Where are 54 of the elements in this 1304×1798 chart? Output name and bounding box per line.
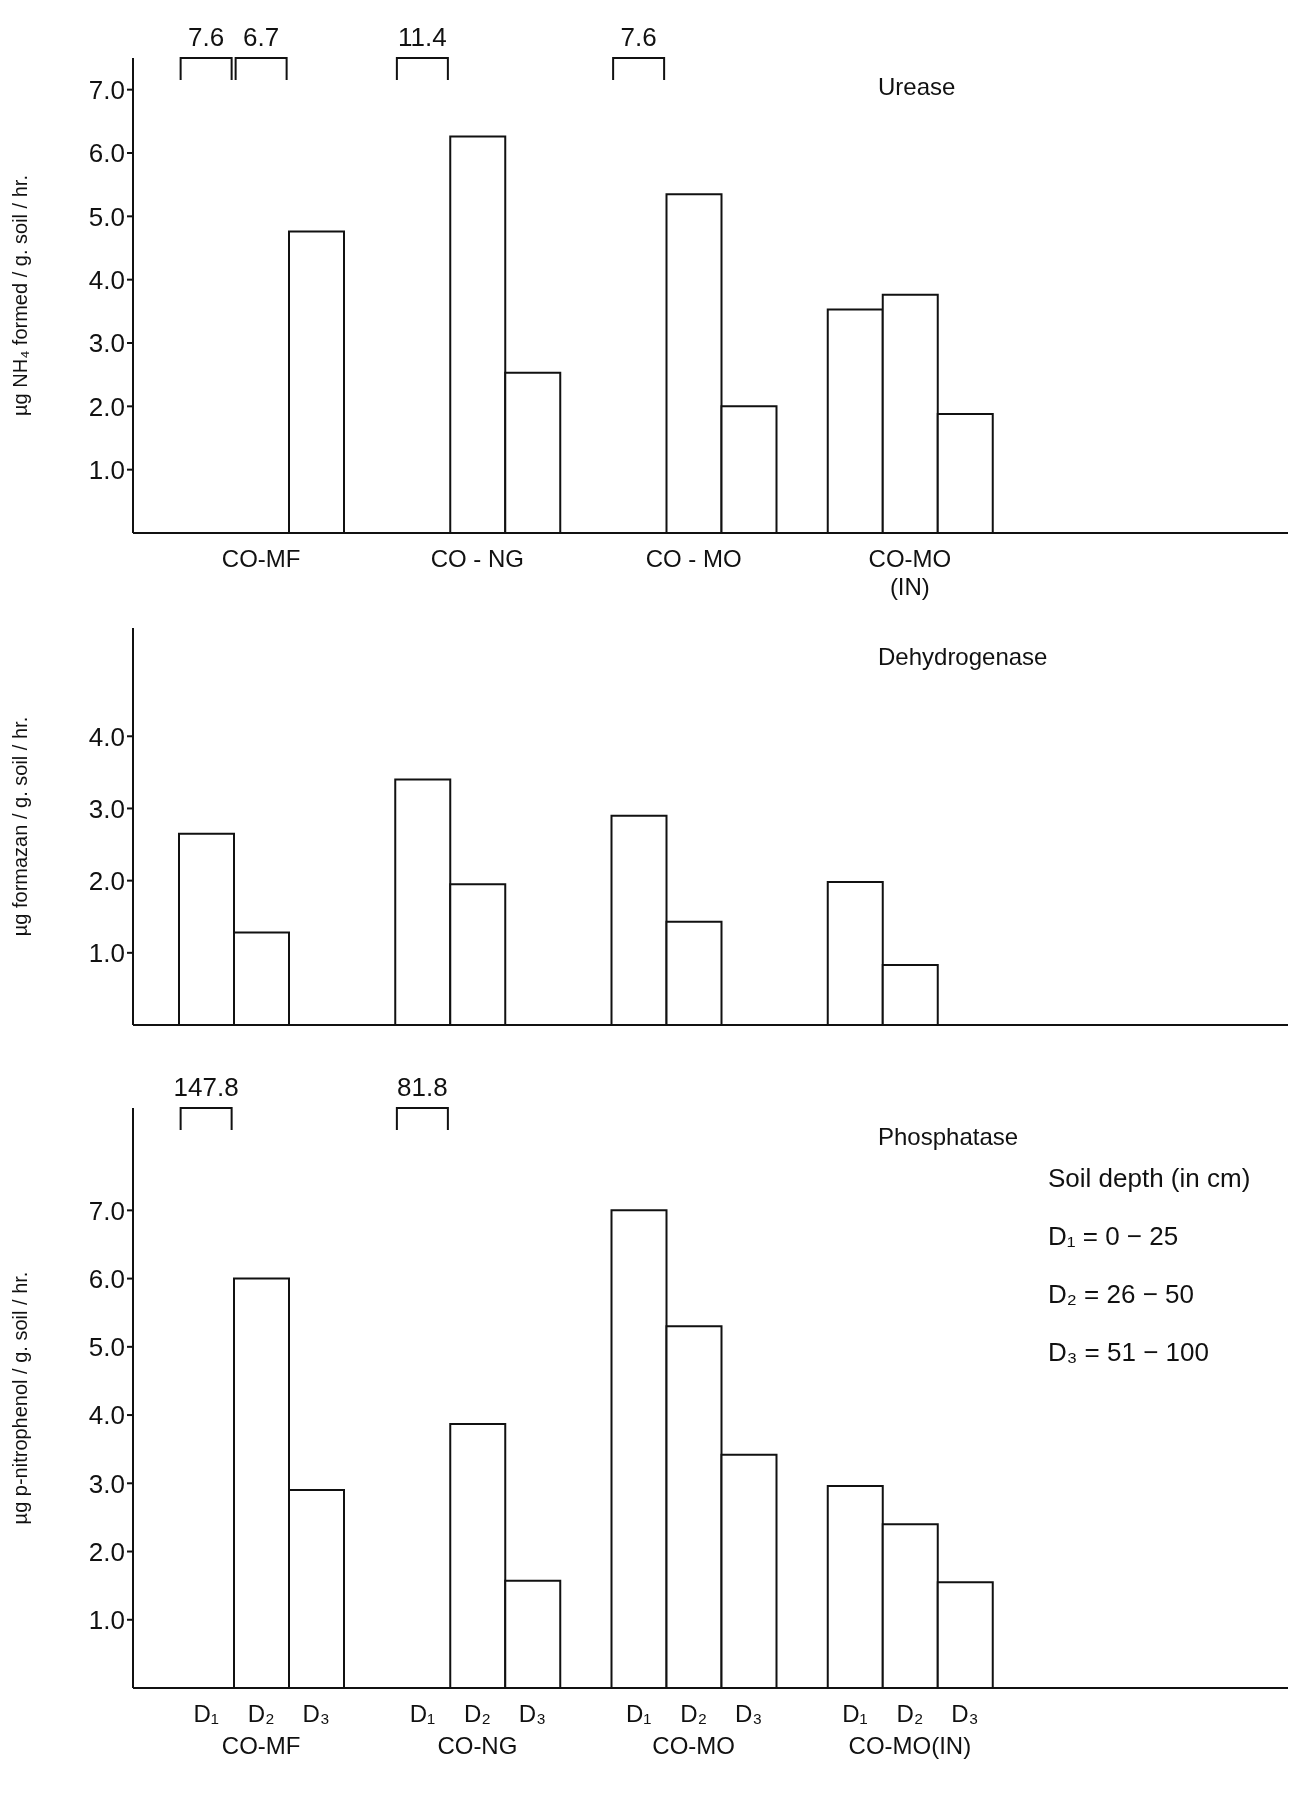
text: 81.8 [397,1072,448,1102]
text: D₃ [735,1700,763,1727]
series-label: D₁ [625,1700,652,1727]
text: D₃ [951,1700,979,1727]
text: D₁ [193,1700,219,1727]
y-tick-label: 6.0 [88,1263,125,1294]
y-axis-title: µg formazan / g. soil / hr. [9,716,32,937]
y-tick-label: 4.0 [88,1400,125,1431]
text: 6.7 [243,22,280,52]
x-tick-label: CO-MO [652,1732,735,1759]
text: Soil depth (in cm) [1048,1163,1251,1194]
x-tick-label: CO-MF [221,545,301,572]
y-tick-label: 5.0 [88,1332,125,1363]
x-tick-label: CO - MO [645,545,742,572]
y-tick-label: 7.0 [88,74,125,105]
text: Phosphatase [878,1123,1019,1151]
text: D₂ [680,1700,707,1727]
y-tick-label: 7.0 [88,1195,125,1226]
text: Urease [878,73,956,101]
y-tick-label: 3.0 [88,328,125,359]
y-tick-label: 4.0 [88,264,125,295]
y-tick-label: 1.0 [88,938,125,969]
y-axis-title: µg NH₄ formed / g. soil / hr. [9,175,32,416]
y-tick-label: 3.0 [88,793,125,824]
x-tick-label: CO-MO (IN) [868,545,952,600]
text: 7.6 [188,22,225,52]
y-tick-label: 2.0 [88,391,125,422]
y-tick-label: 2.0 [88,1536,125,1567]
series-label: D₂ [247,1700,275,1727]
x-tick-label: CO - NG [430,545,525,572]
text: D₁ [409,1700,436,1727]
y-tick-label: 4.0 [88,721,125,752]
y-axis-title: µg p-nitrophenol / g. soil / hr. [9,1271,32,1525]
text: D₃ = 51 − 100 [1048,1337,1209,1368]
y-tick-label: 2.0 [88,865,125,896]
series-label: D₃ [302,1700,330,1727]
y-tick-label: 1.0 [88,454,125,485]
text: D₂ [464,1700,491,1727]
text: 11.4 [398,22,447,52]
y-tick-label: 6.0 [88,138,125,169]
y-tick-label: 5.0 [88,201,125,232]
text: D₂ = 26 − 50 [1048,1279,1194,1310]
x-tick-label: CO-MF [221,1732,301,1759]
text: D₁ [842,1700,868,1727]
text: D₁ = 0 − 25 [1048,1221,1179,1252]
text: 7.6 [620,22,657,52]
text: 147.8 [173,1072,239,1102]
text: D₂ [896,1700,924,1727]
x-tick-label: CO-NG [437,1732,518,1759]
y-tick-label: 1.0 [88,1604,125,1635]
x-tick-label: CO-MO(IN) [848,1732,972,1759]
text: D₃ [518,1700,546,1727]
text: Dehydrogenase [878,643,1048,671]
y-tick-label: 3.0 [88,1468,125,1499]
